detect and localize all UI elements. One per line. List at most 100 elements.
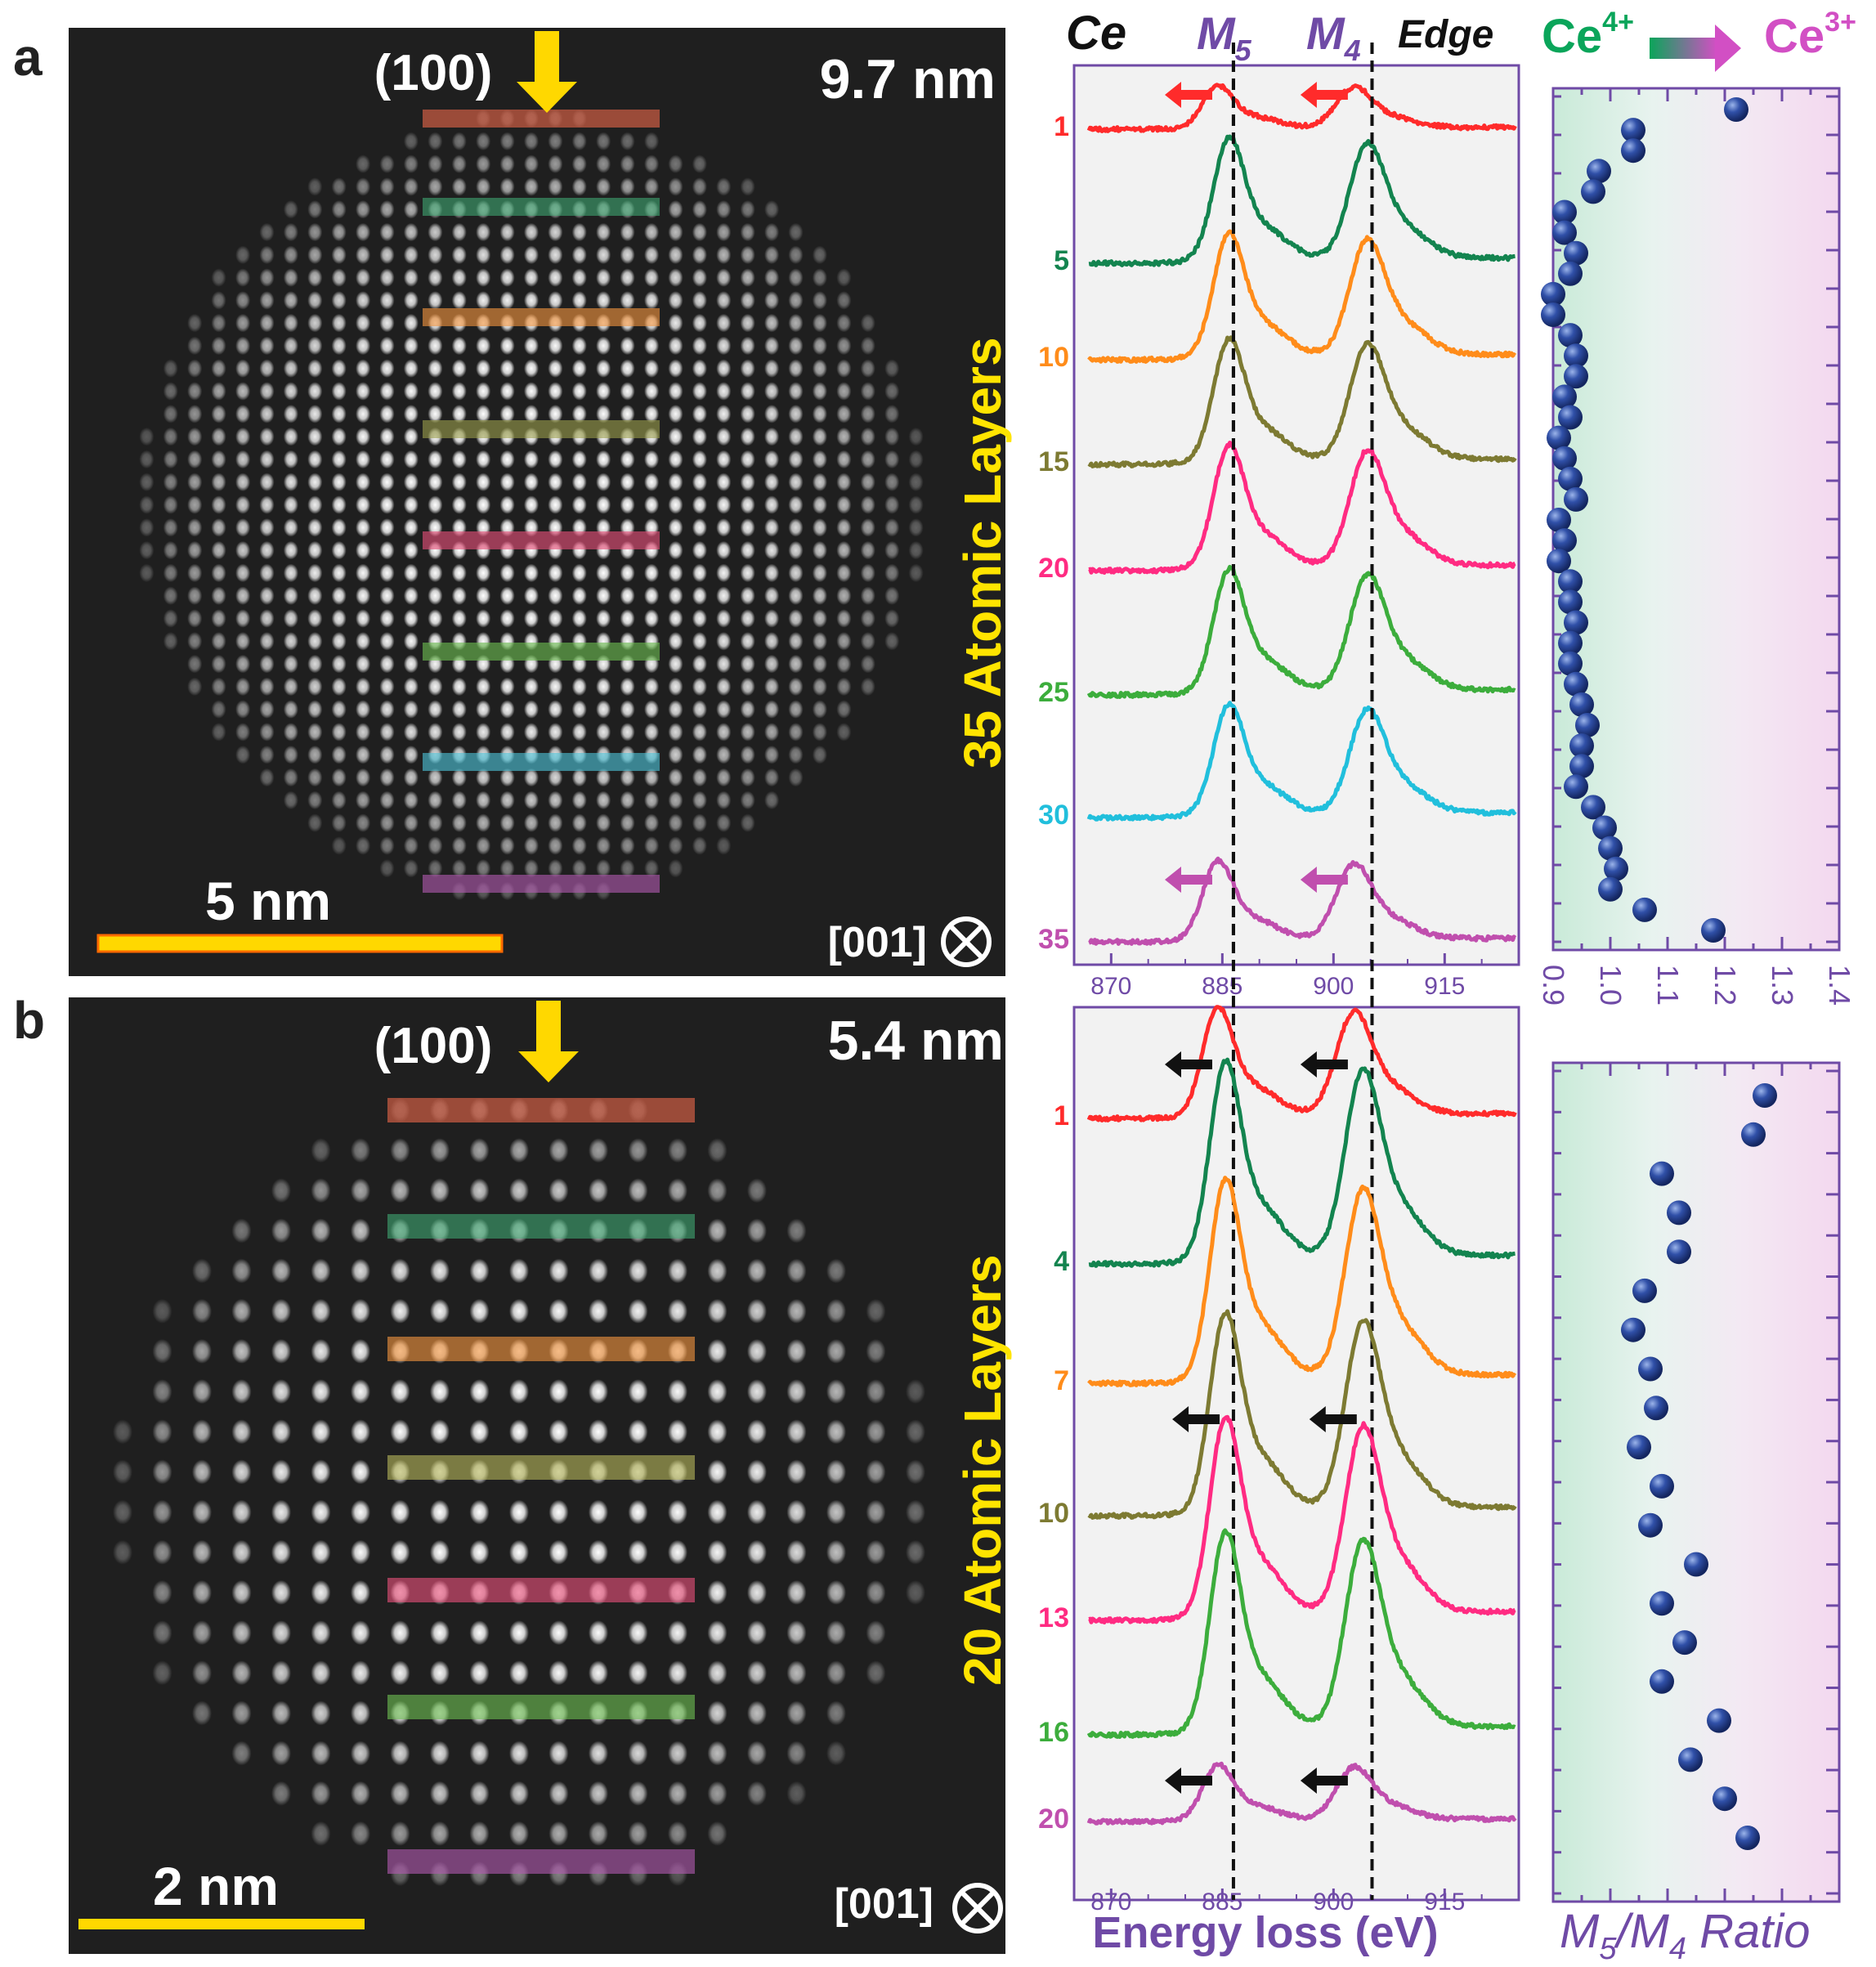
shift-arrow-shaft bbox=[1314, 875, 1348, 885]
spectrum-line-10 bbox=[1087, 229, 1517, 364]
atom bbox=[548, 1539, 569, 1565]
atom bbox=[668, 813, 683, 832]
ratio-point bbox=[1558, 630, 1583, 656]
atom bbox=[430, 1138, 450, 1163]
atom bbox=[379, 632, 395, 651]
atom bbox=[356, 540, 371, 560]
atom bbox=[231, 1620, 252, 1646]
atom bbox=[259, 654, 275, 674]
atom bbox=[692, 495, 707, 514]
atom bbox=[668, 405, 683, 423]
ratio-point bbox=[1564, 671, 1588, 697]
atom bbox=[668, 1741, 687, 1766]
atom bbox=[113, 1419, 132, 1445]
atom bbox=[499, 768, 515, 787]
atom bbox=[740, 177, 755, 196]
atom bbox=[644, 677, 660, 697]
atom bbox=[524, 222, 539, 242]
atom bbox=[259, 336, 275, 356]
ratio-point bbox=[1650, 1669, 1674, 1694]
element-label: Ce bbox=[1066, 7, 1126, 60]
atom bbox=[403, 858, 419, 878]
atom bbox=[836, 609, 852, 628]
atom bbox=[499, 155, 515, 173]
atom bbox=[428, 450, 443, 469]
x-tick-label: 0.9 bbox=[1537, 965, 1570, 1006]
atom bbox=[307, 473, 323, 491]
atom bbox=[716, 291, 732, 310]
atom bbox=[403, 427, 419, 446]
atom bbox=[235, 291, 251, 310]
x-tick-label: 870 bbox=[1090, 1889, 1131, 1915]
atom bbox=[692, 177, 707, 196]
atom bbox=[707, 1579, 728, 1605]
atom bbox=[192, 1579, 212, 1605]
atom bbox=[788, 450, 804, 469]
layer-number-label: 5 bbox=[1054, 245, 1069, 276]
ratio-point bbox=[1627, 1435, 1651, 1460]
atom bbox=[235, 405, 251, 423]
ratio-point bbox=[1569, 754, 1594, 779]
atom bbox=[351, 1741, 370, 1766]
atom bbox=[620, 768, 635, 787]
atom bbox=[403, 155, 419, 173]
atom bbox=[596, 245, 611, 265]
atom bbox=[548, 495, 563, 514]
atom bbox=[211, 427, 226, 446]
atom bbox=[596, 336, 611, 356]
atom bbox=[548, 1298, 569, 1324]
atom bbox=[747, 1539, 767, 1565]
atom bbox=[524, 268, 539, 287]
atom bbox=[764, 632, 780, 651]
atom bbox=[668, 1379, 687, 1405]
atom bbox=[812, 427, 827, 446]
layer-highlight bbox=[387, 1337, 695, 1361]
atom bbox=[428, 495, 443, 514]
atom bbox=[668, 199, 683, 219]
atom bbox=[620, 586, 635, 605]
spectra-frame bbox=[1072, 1006, 1520, 1902]
atom bbox=[451, 791, 467, 810]
atom bbox=[668, 563, 683, 583]
atom bbox=[740, 222, 755, 242]
atom bbox=[692, 382, 707, 401]
atom bbox=[476, 336, 491, 356]
atom bbox=[620, 382, 635, 401]
atom bbox=[692, 405, 707, 423]
atom bbox=[259, 450, 275, 469]
atom bbox=[192, 1660, 212, 1686]
shift-arrow-icon bbox=[1300, 82, 1348, 108]
atom bbox=[707, 1660, 728, 1686]
atom bbox=[786, 1499, 807, 1525]
panel-b-scalebar-label: 2 nm bbox=[153, 1856, 279, 1916]
m4-edge-label: M4 bbox=[1306, 7, 1361, 67]
ratio-point bbox=[1701, 918, 1726, 943]
atom bbox=[235, 495, 251, 514]
atom bbox=[788, 677, 804, 697]
atom bbox=[716, 359, 732, 378]
ratio-point bbox=[1558, 651, 1583, 676]
atom bbox=[548, 1620, 569, 1646]
atom bbox=[331, 177, 347, 196]
atom bbox=[231, 1539, 252, 1565]
atom bbox=[379, 155, 395, 173]
atom bbox=[740, 586, 755, 605]
ratio-point bbox=[1650, 1591, 1674, 1616]
atom bbox=[692, 291, 707, 310]
atom bbox=[764, 518, 780, 537]
atom bbox=[589, 1539, 608, 1565]
atom bbox=[812, 268, 827, 287]
atom bbox=[403, 586, 419, 605]
atom bbox=[707, 1138, 728, 1163]
ce3-label: Ce3+ bbox=[1764, 7, 1856, 63]
atom bbox=[351, 1138, 370, 1163]
panel-a-yellow-arrow-icon bbox=[517, 31, 577, 113]
atom bbox=[548, 677, 563, 697]
atom bbox=[644, 495, 660, 514]
atom bbox=[836, 654, 852, 674]
atom bbox=[235, 268, 251, 287]
atom bbox=[707, 1741, 728, 1766]
atom bbox=[390, 1499, 410, 1525]
ratio-point bbox=[1592, 815, 1617, 840]
atom bbox=[571, 700, 587, 719]
